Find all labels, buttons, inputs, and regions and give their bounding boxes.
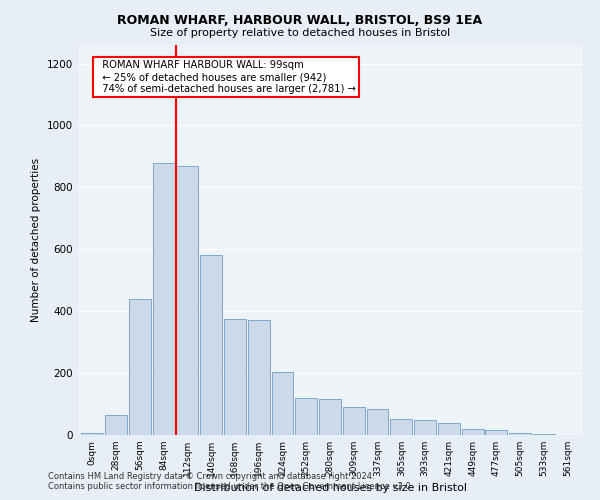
Bar (509, 434, 531, 435)
Bar (391, 419, 412, 435)
Bar (129, 299, 151, 435)
Bar (343, 407, 365, 435)
Bar (438, 423, 460, 435)
Bar (414, 420, 436, 435)
X-axis label: Distribution of detached houses by size in Bristol: Distribution of detached houses by size … (193, 483, 467, 493)
Bar (200, 256, 222, 435)
Text: Size of property relative to detached houses in Bristol: Size of property relative to detached ho… (150, 28, 450, 38)
Bar (82, 432, 103, 435)
Text: ROMAN WHARF, HARBOUR WALL, BRISTOL, BS9 1EA: ROMAN WHARF, HARBOUR WALL, BRISTOL, BS9 … (118, 14, 482, 27)
Bar (152, 162, 175, 435)
Y-axis label: Number of detached properties: Number of detached properties (31, 158, 41, 322)
Bar (176, 166, 198, 435)
Bar (295, 398, 317, 435)
Bar (248, 320, 269, 435)
Bar (367, 408, 388, 435)
Text: ROMAN WHARF HARBOUR WALL: 99sqm
  ← 25% of detached houses are smaller (942)
  7: ROMAN WHARF HARBOUR WALL: 99sqm ← 25% of… (96, 60, 356, 94)
Text: Contains HM Land Registry data © Crown copyright and database right 2024.: Contains HM Land Registry data © Crown c… (48, 472, 374, 481)
Bar (319, 400, 341, 435)
Bar (533, 434, 555, 435)
Bar (462, 430, 484, 435)
Text: Contains public sector information licensed under the Open Government Licence v3: Contains public sector information licen… (48, 482, 413, 491)
Bar (105, 415, 127, 435)
Bar (485, 430, 508, 435)
Bar (272, 372, 293, 435)
Bar (224, 319, 246, 435)
